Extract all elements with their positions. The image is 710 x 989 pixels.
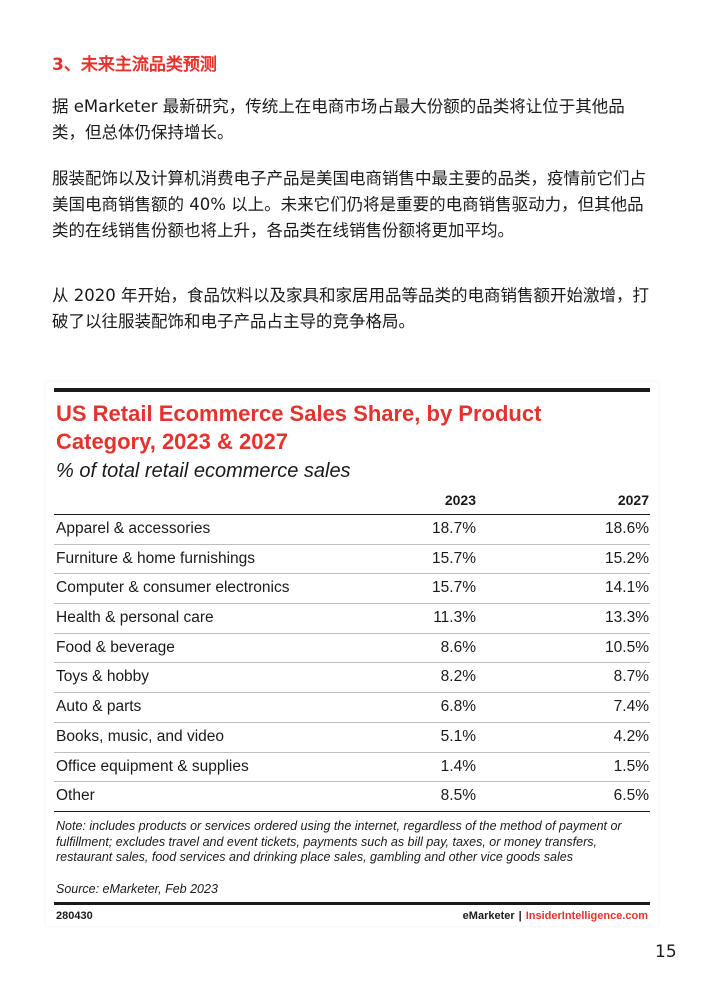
row-value-2027: 6.5% [613, 787, 649, 805]
table-row: Office equipment & supplies 1.4% 1.5% [54, 753, 650, 783]
table-row: Computer & consumer electronics 15.7% 14.1… [54, 574, 650, 605]
row-value-2027: 1.5% [613, 757, 649, 775]
figure-body: US Retail Ecommerce Sales Share, by Prod… [54, 388, 650, 924]
row-value-2027: 15.2% [605, 549, 649, 567]
brand-secondary-link[interactable]: InsiderIntelligence.com [525, 910, 648, 922]
table-row: Books, music, and video 5.1% 4.2% [54, 723, 650, 753]
table-row: Food & beverage 8.6% 10.5% [54, 634, 650, 664]
figure-title: US Retail Ecommerce Sales Share, by Prod… [56, 401, 542, 454]
figure-subtitle: % of total retail ecommerce sales [56, 460, 351, 482]
page-number: 15 [655, 942, 677, 962]
section-title: 3、未来主流品类预测 [52, 55, 217, 75]
footer-divider [54, 902, 650, 905]
row-value-2023: 8.2% [440, 668, 476, 686]
row-value-2027: 14.1% [605, 579, 649, 597]
figure-source: Source: eMarketer, Feb 2023 [56, 882, 218, 896]
row-value-2023: 8.5% [440, 787, 476, 805]
row-category: Books, music, and video [56, 727, 225, 745]
table-row: Other 8.5% 6.5% [54, 782, 650, 812]
paragraph-1: 据 eMarketer 最新研究，传统上在电商市场占最大份额的品类将让位于其他品… [52, 97, 625, 142]
row-category: Food & beverage [56, 638, 175, 656]
table-row: Furniture & home furnishings 15.7% 15.2% [54, 545, 650, 575]
header-divider [54, 514, 650, 515]
row-category: Auto & parts [56, 698, 142, 716]
row-value-2027: 7.4% [613, 698, 649, 716]
row-category: Health & personal care [56, 609, 214, 627]
row-category: Office equipment & supplies [56, 757, 249, 775]
brand-separator: | [518, 910, 522, 922]
paragraph-3: 从 2020 年开始，食品饮料以及家具和家居用品等品类的电商销售额开始激增，打破… [52, 286, 649, 331]
table-rows: Apparel & accessories 18.7% 18.6% Furniture… [54, 515, 650, 812]
row-value-2023: 1.4% [440, 757, 476, 775]
column-header-2027: 2027 [617, 492, 649, 508]
data-table-figure: US Retail Ecommerce Sales Share, by Prod… [46, 382, 658, 926]
figure-note: Note: includes products or services orde… [56, 819, 622, 865]
table-row: Apparel & accessories 18.7% 18.6% [54, 515, 650, 545]
row-value-2023: 18.7% [432, 520, 476, 537]
table-row: Health & personal care 11.3% 13.3% [54, 604, 650, 634]
row-value-2023: 11.3% [433, 609, 476, 627]
row-category: Toys & hobby [56, 668, 150, 686]
row-value-2027: 13.3% [605, 609, 649, 627]
row-category: Apparel & accessories [56, 520, 211, 537]
row-category: Other [56, 787, 95, 805]
row-value-2023: 15.7% [432, 549, 476, 567]
row-value-2023: 6.8% [440, 698, 476, 716]
row-value-2027: 18.6% [605, 520, 649, 537]
brand-footer: eMarketer | InsiderIntelligence.com [463, 910, 648, 922]
paragraph-2: 服装配饰以及计算机消费电子产品是美国电商销售中最主要的品类，疫情前它们占美国电商… [52, 169, 646, 240]
row-value-2023: 15.7% [432, 579, 476, 597]
row-value-2027: 8.7% [613, 668, 649, 686]
row-value-2027: 10.5% [605, 638, 649, 656]
row-category: Furniture & home furnishings [56, 549, 256, 567]
column-header-2023: 2023 [444, 492, 476, 508]
row-category: Computer & consumer electronics [56, 579, 290, 597]
table-row: Toys & hobby 8.2% 8.7% [54, 663, 650, 694]
chart-id: 280430 [56, 910, 93, 922]
row-value-2023: 5.1% [440, 727, 476, 745]
brand-primary: eMarketer [462, 910, 515, 922]
row-value-2027: 4.2% [613, 727, 649, 745]
table-row: Auto & parts 6.8% 7.4% [54, 693, 650, 723]
row-value-2023: 8.6% [440, 638, 476, 656]
